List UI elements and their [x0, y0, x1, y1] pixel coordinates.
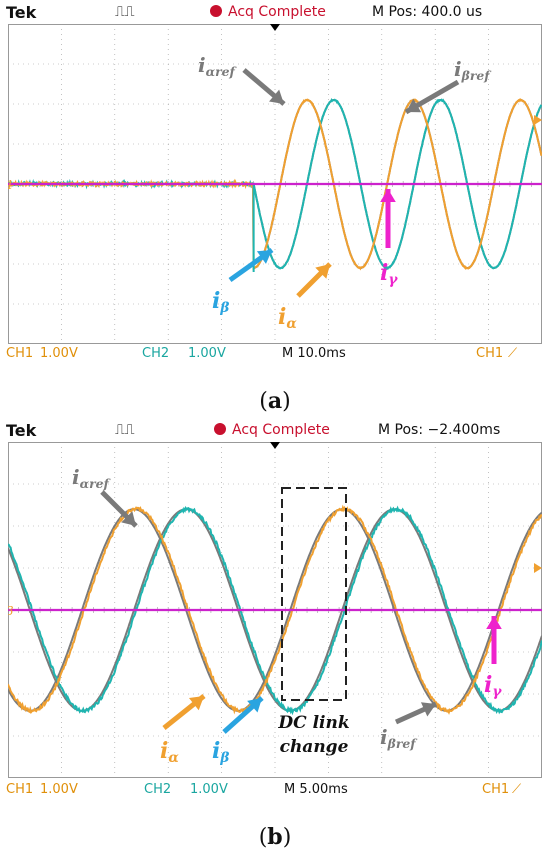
mpos-label: M Pos: −2.400ms: [378, 422, 500, 438]
arrow-igamma: [380, 189, 396, 248]
brand-label: Tek: [6, 3, 36, 22]
scope-header: Tek ⎍⎍ Acq Complete M Pos: 400.0 us: [0, 0, 550, 24]
scope-screen-b: 3 DC link change iαref iβref iα iβ iγ: [8, 442, 542, 778]
label-ibeta: iβ: [212, 738, 229, 766]
trigger-level-marker: [534, 115, 542, 125]
arrow-ialpha-ref: [244, 70, 284, 104]
record-icon: [210, 5, 222, 17]
trigger-glyph: ⎍⎍: [115, 4, 135, 20]
record-icon: [214, 423, 226, 435]
label-ialpha: iα: [160, 738, 179, 766]
arrow-ibeta-ref: [396, 702, 436, 722]
dc-link-label: DC link: [277, 713, 349, 733]
ch1-scale: 1.00V: [40, 782, 78, 797]
ch1-label: CH1: [6, 782, 33, 797]
scope-footer: CH1 1.00V CH2 1.00V M 10.0ms CH1 ⟋: [0, 344, 550, 364]
ch2-scale: 1.00V: [188, 346, 226, 361]
scope-footer: CH1 1.00V CH2 1.00V M 5.00ms CH1 ⟋: [0, 780, 550, 800]
trigger-marker: [270, 442, 280, 449]
timebase-label: M 5.00ms: [284, 782, 348, 797]
ch2-scale: 1.00V: [190, 782, 228, 797]
trigger-level-marker: [534, 563, 542, 573]
timebase-label: M 10.0ms: [282, 346, 346, 361]
rising-edge-icon: ⟋: [508, 346, 517, 361]
arrow-ialpha: [164, 696, 204, 728]
scope-screen-a: 1 iαref iβref iβ iα iγ: [8, 24, 542, 344]
ch2-label: CH2: [142, 346, 169, 361]
ch2-label: CH2: [144, 782, 171, 797]
caption-a: (a): [0, 388, 550, 414]
ch1-scale: 1.00V: [40, 346, 78, 361]
label-ibeta-ref: iβref: [454, 57, 492, 83]
label-igamma: iγ: [484, 672, 502, 700]
dc-change-label: change: [280, 737, 349, 757]
ground-marker: 3: [8, 604, 14, 618]
mpos-label: M Pos: 400.0 us: [372, 4, 482, 20]
label-ialpha: iα: [278, 304, 297, 332]
brand-label: Tek: [6, 421, 36, 440]
label-ibeta-ref: iβref: [380, 725, 418, 751]
label-ialpha-ref: iαref: [198, 53, 238, 79]
acq-status: Acq Complete: [214, 422, 330, 438]
label-ialpha-ref: iαref: [72, 465, 112, 491]
arrow-ibeta: [224, 698, 262, 732]
caption-b: (b): [0, 824, 550, 850]
label-ibeta: iβ: [212, 288, 229, 316]
trig-source-label: CH1: [476, 346, 503, 361]
rising-edge-icon: ⟋: [512, 782, 521, 797]
acq-status: Acq Complete: [210, 4, 326, 20]
ch1-label: CH1: [6, 346, 33, 361]
scope-header: Tek ⎍⎍ Acq Complete M Pos: −2.400ms: [0, 418, 550, 442]
arrow-ialpha: [298, 264, 330, 296]
ground-marker: 1: [8, 178, 14, 192]
arrow-ibeta: [230, 250, 272, 280]
trigger-glyph: ⎍⎍: [115, 422, 135, 438]
trig-source-label: CH1: [482, 782, 509, 797]
dc-link-change-box: [282, 488, 346, 700]
trigger-marker: [270, 24, 280, 31]
label-igamma: iγ: [380, 260, 398, 288]
